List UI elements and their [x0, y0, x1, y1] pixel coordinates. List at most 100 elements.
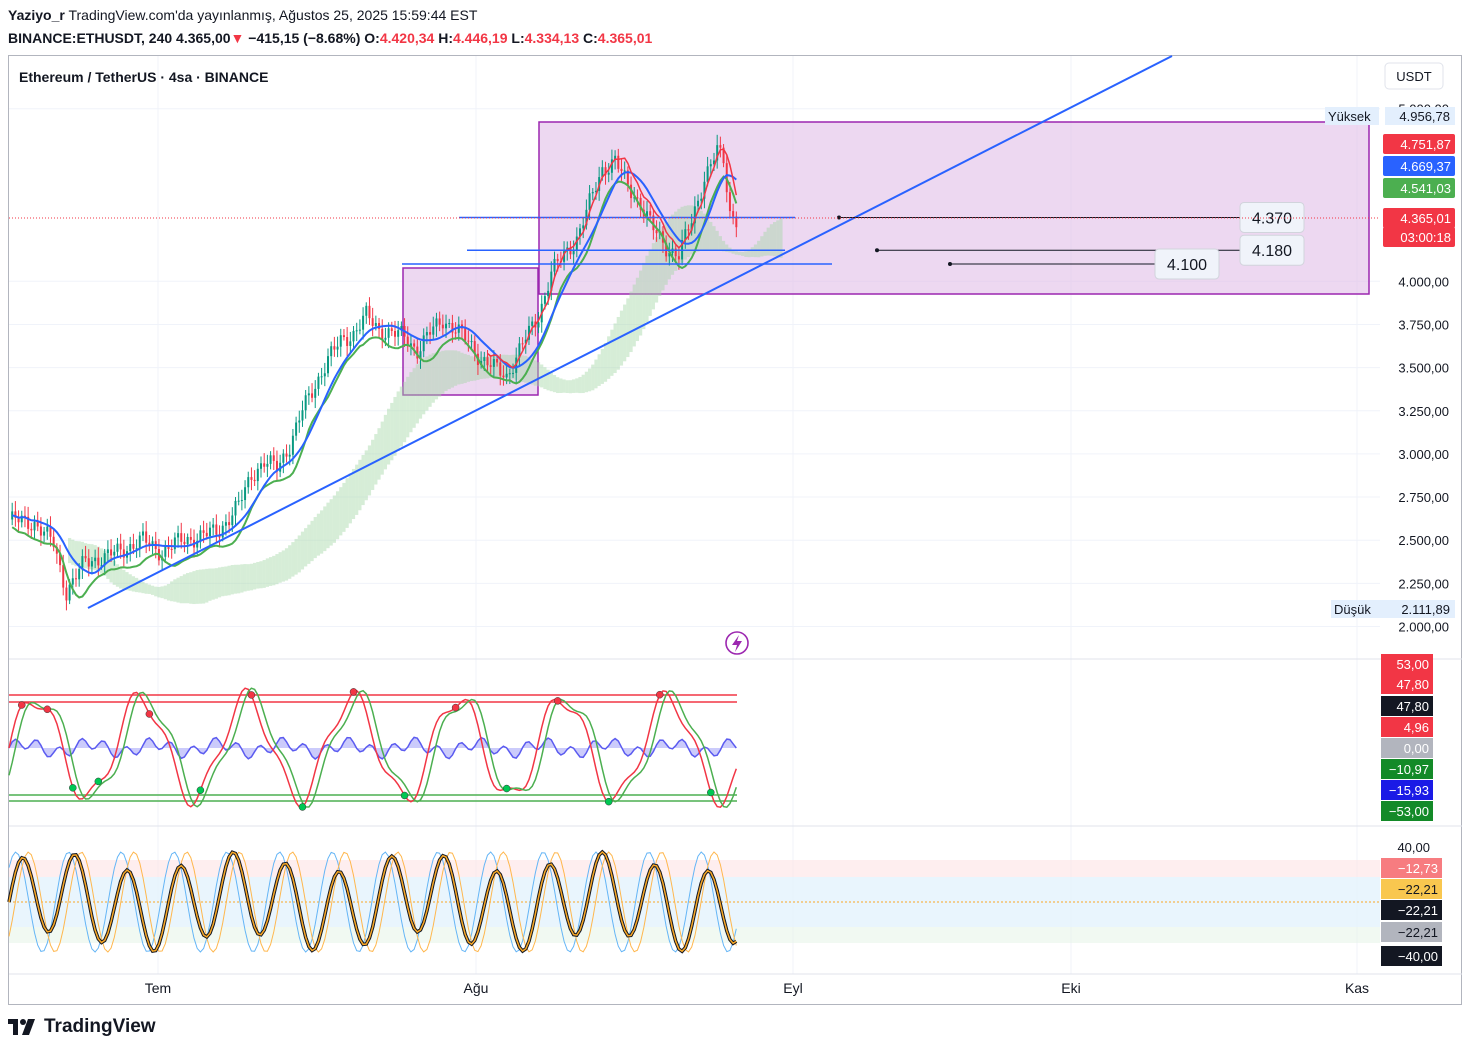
- cloud-slice: [591, 364, 595, 391]
- cloud-slice: [186, 573, 190, 604]
- candle-body: [556, 258, 559, 262]
- cloud-slice: [399, 386, 403, 447]
- candle-body: [74, 578, 77, 580]
- cloud-slice: [715, 230, 719, 250]
- candle-body: [100, 565, 103, 567]
- price-tick: 3.500,00: [1398, 361, 1449, 376]
- candle-body: [668, 252, 671, 257]
- candle-body: [129, 544, 132, 552]
- cloud-slice: [769, 224, 774, 256]
- price-badge: [1383, 227, 1455, 247]
- price-axis[interactable]: 2.000,00 2.250,00 2.500,00 2.750,00 3.000,00…: [1398, 102, 1449, 635]
- osc2-tick: 40,00: [1397, 840, 1430, 855]
- candle-body: [132, 544, 135, 549]
- candle-body: [269, 455, 272, 464]
- candle-body: [330, 346, 333, 357]
- cloud-slice: [364, 450, 368, 501]
- range-box-small[interactable]: [402, 267, 539, 396]
- cloud-slice: [135, 577, 139, 593]
- high-low-labels: Yüksek 4.956,78 Düşük 2.111,89: [1325, 107, 1455, 618]
- candle-body: [620, 168, 623, 172]
- price-tick: 4.000,00: [1398, 274, 1449, 289]
- candle-body: [94, 557, 97, 562]
- osc2-fast-line: [8, 851, 737, 953]
- cloud-slice: [351, 468, 356, 520]
- cloud-slice: [406, 376, 410, 438]
- candle-body: [524, 339, 527, 344]
- cloud-slice: [721, 240, 726, 252]
- open-label: O:: [364, 30, 380, 46]
- osc1-badge-text: 4,96: [1404, 720, 1429, 735]
- candle-body: [110, 549, 113, 556]
- symbol-label: BINANCE:ETHUSDT, 240: [8, 30, 173, 46]
- cloud-slice: [221, 566, 225, 597]
- osc1-signal-dot: [451, 703, 460, 712]
- cloud-slice: [425, 356, 429, 411]
- candle-body: [397, 330, 400, 337]
- osc2-badge-text: −12,73: [1398, 861, 1438, 876]
- candle-body: [342, 335, 345, 338]
- candle-body: [690, 223, 693, 231]
- level-label-box: [1154, 248, 1220, 280]
- cloud-slice: [473, 357, 477, 381]
- lightning-icon[interactable]: [725, 631, 749, 655]
- price-badge: [1383, 208, 1455, 228]
- cloud-slice: [233, 564, 238, 594]
- currency-button[interactable]: [1384, 62, 1444, 90]
- cloud-slice: [603, 342, 608, 382]
- cloud-slice: [157, 586, 161, 598]
- cloud-slice: [173, 579, 177, 602]
- candle-body: [652, 215, 655, 231]
- osc1-badge-text: 53,00: [1396, 657, 1429, 672]
- price-badge-text: 4.751,87: [1400, 137, 1451, 152]
- candle-body: [527, 325, 530, 340]
- osc2-badge: [1381, 922, 1442, 942]
- horizontal-levels[interactable]: 4.370 4.180 4.100: [402, 201, 1305, 280]
- osc1-badge: [1381, 801, 1433, 821]
- cloud-slice: [562, 379, 566, 393]
- low-label: L:: [511, 30, 525, 46]
- candle-body: [432, 326, 435, 335]
- candle-body: [253, 479, 256, 482]
- cloud-slice: [288, 545, 292, 579]
- oscillator-pane-1: 53,00 47,80 47,80 4,96 0,00 −10,97 −15,93 −53,0…: [8, 654, 1433, 821]
- cloud-slice: [418, 360, 423, 419]
- candle-body: [27, 516, 30, 529]
- osc1-signal-dot: [400, 791, 409, 800]
- candle-body: [250, 477, 253, 480]
- candle-body: [438, 318, 441, 325]
- candle-body: [594, 190, 597, 192]
- cloud-slice: [613, 323, 617, 374]
- time-axis[interactable]: Tem Ağu Eyl Eki Kas: [145, 980, 1369, 996]
- cloud-slice: [310, 520, 314, 562]
- osc2-main-line: [8, 850, 737, 953]
- cloud-slice: [718, 236, 722, 251]
- cloud-slice: [154, 586, 158, 597]
- cloud-slice: [444, 350, 448, 391]
- cloud-slice: [240, 564, 244, 593]
- cloud-slice: [316, 513, 321, 556]
- cloud-slice: [469, 356, 474, 382]
- candle-body: [39, 526, 42, 536]
- cloud-slice: [144, 583, 148, 594]
- candle-body: [626, 170, 629, 185]
- hilo-tag-bg: [1331, 600, 1385, 618]
- osc1-signal-dot: [707, 788, 715, 797]
- cloud-slice: [300, 531, 305, 570]
- cloud-slice: [584, 371, 588, 393]
- candle-body: [646, 211, 648, 217]
- cloud-slice: [744, 251, 748, 257]
- cloud-slice: [358, 459, 362, 511]
- price-tick: 2.250,00: [1398, 576, 1449, 591]
- candle-body: [697, 200, 700, 207]
- cloud-slice: [552, 375, 557, 393]
- candle-body: [87, 558, 90, 567]
- trend-line[interactable]: [87, 55, 1173, 609]
- cloud-slice: [773, 222, 777, 257]
- high-value: 4.446,19: [453, 30, 508, 46]
- cloud-slice: [674, 211, 678, 271]
- cloud-slice: [393, 396, 397, 456]
- candle-body: [320, 376, 323, 378]
- candle-body: [588, 193, 591, 210]
